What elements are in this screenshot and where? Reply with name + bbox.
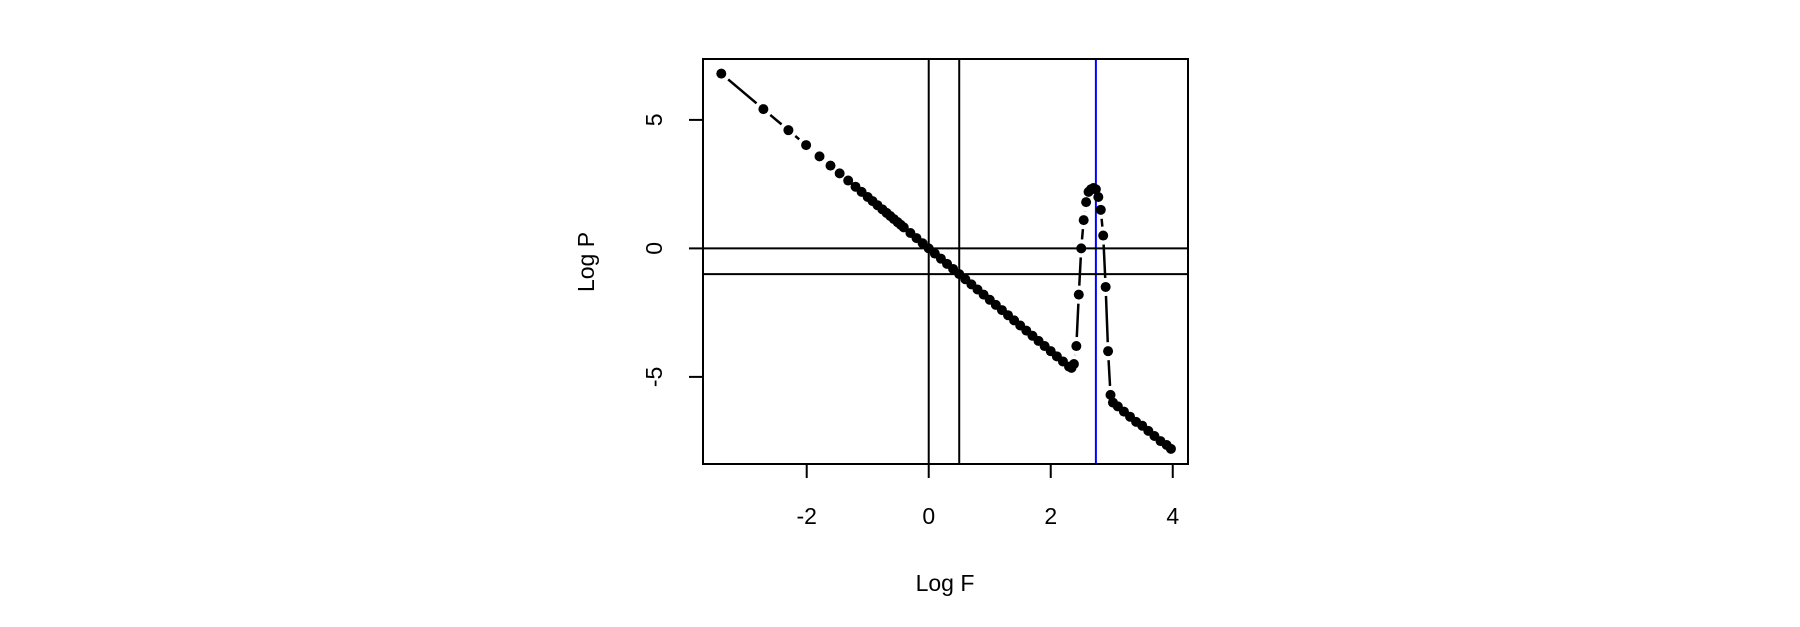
data-point — [815, 151, 825, 161]
line-segment — [770, 115, 781, 124]
data-point — [826, 161, 836, 171]
line-segment — [1102, 219, 1103, 227]
data-point — [835, 168, 845, 178]
data-point — [801, 140, 811, 150]
x-tick-label: -2 — [796, 503, 816, 529]
x-axis-label: Log F — [916, 570, 975, 596]
data-point — [1166, 444, 1176, 454]
data-point — [1093, 192, 1103, 202]
data-point — [1081, 197, 1091, 207]
line-segment — [1106, 296, 1108, 342]
data-point — [716, 69, 726, 79]
y-tick-label: 5 — [641, 114, 667, 127]
data-point — [1076, 243, 1086, 253]
y-tick-label: -5 — [641, 367, 667, 387]
data-point — [1098, 231, 1108, 241]
y-axis-label: Log P — [573, 232, 599, 292]
data-point — [1074, 290, 1084, 300]
x-tick-label: 2 — [1044, 503, 1057, 529]
data-point — [1101, 282, 1111, 292]
line-segment — [795, 136, 799, 139]
data-point — [1071, 341, 1081, 351]
data-point — [1096, 205, 1106, 215]
line-segment — [1079, 257, 1080, 285]
y-tick-label: 0 — [641, 242, 667, 255]
x-tick-label: 0 — [922, 503, 935, 529]
data-point — [1069, 359, 1079, 369]
data-point — [1103, 346, 1113, 356]
line-segment — [728, 79, 756, 103]
line-segment — [1109, 360, 1110, 386]
data-point — [783, 125, 793, 135]
line-segment — [1104, 245, 1106, 278]
data-point — [758, 104, 768, 114]
data-point — [1079, 215, 1089, 225]
line-segment — [1077, 304, 1079, 337]
line-segment — [1082, 229, 1083, 239]
x-tick-label: 4 — [1166, 503, 1179, 529]
